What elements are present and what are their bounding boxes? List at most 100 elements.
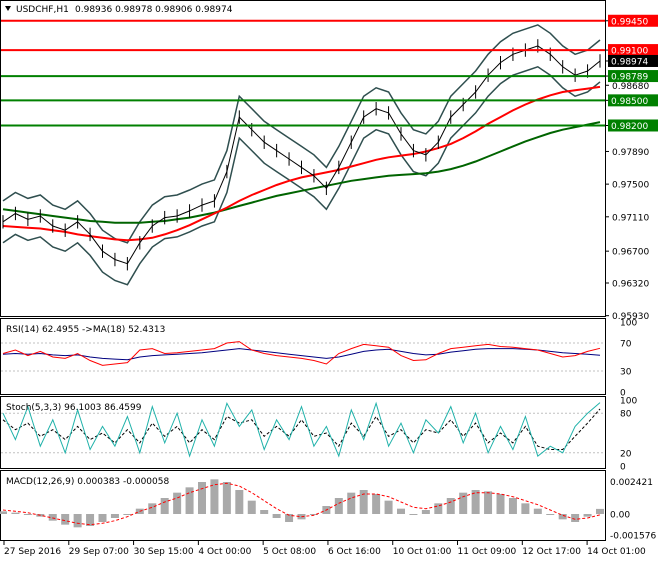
stoch-title: Stoch(5,3,3) 96.1003 86.4599 [6, 403, 142, 413]
price-tag-label: 0.99450 [611, 17, 648, 27]
macd-bar [334, 498, 343, 514]
rsi-axis-label: 70 [620, 340, 632, 350]
macd-bar [160, 498, 169, 514]
macd-bar [421, 510, 430, 514]
macd-bar [272, 514, 281, 518]
macd-bar [596, 508, 604, 514]
macd-bar [123, 514, 132, 515]
time-axis-label: 10 Oct 01:00 [393, 547, 452, 557]
time-axis-label: 14 Oct 01:00 [587, 547, 646, 557]
price-tag-label: 0.98500 [611, 97, 648, 107]
time-axis-label: 27 Sep 2016 [4, 547, 61, 557]
upper-band-line [2, 24, 601, 244]
macd-bar [260, 510, 269, 514]
price-tag: 0.98200 [608, 119, 658, 132]
lower-band-line [2, 65, 601, 286]
stoch-signal-line [2, 408, 601, 450]
dropdown-triangle-icon[interactable] [5, 6, 11, 11]
macd-title: MACD(12,26,9) 0.000383 -0.000058 [6, 477, 169, 487]
macd-bar [285, 514, 294, 522]
macd-bar [48, 514, 57, 521]
price-tag-background [608, 54, 658, 67]
price-axis-label: 0.96320 [612, 280, 649, 290]
macd-bar [98, 514, 107, 522]
horizontal-levels [1, 19, 605, 127]
time-axis-label: 29 Sep 07:00 [69, 547, 129, 557]
macd-bar [471, 490, 480, 514]
time-axis: 27 Sep 2016 29 Sep 07:00 30 Sep 15:00 4 Oct… [3, 541, 646, 557]
price-tag-background [608, 70, 658, 83]
price-tag: 0.98974 [608, 54, 658, 67]
macd-bar [247, 500, 256, 514]
stoch-main-line [2, 401, 601, 458]
time-axis-label: 4 Oct 00:00 [198, 547, 251, 557]
macd-bar [0, 511, 7, 514]
macd-bar [173, 492, 182, 514]
time-axis-label: 11 Oct 09:00 [458, 547, 517, 557]
macd-bar [110, 514, 119, 518]
macd-bar [359, 490, 368, 514]
price-tag-label: 0.98789 [611, 73, 648, 83]
macd-bar [571, 514, 580, 522]
price-tag: 0.99100 [608, 44, 658, 57]
stoch-axis-label: 80 [620, 410, 632, 420]
macd-bar [409, 514, 418, 515]
stoch-axis-label: 0 [620, 463, 626, 473]
macd-axis-label: 0.00 [610, 511, 630, 521]
stoch-axis-label: 20 [620, 449, 632, 459]
rsi-axis-label: 0 [620, 389, 626, 399]
time-axis-label: 12 Oct 17:00 [522, 547, 581, 557]
price-axis-label: 0.97500 [612, 181, 649, 191]
macd-bar [459, 492, 468, 514]
macd-bar [148, 503, 157, 514]
price-tag-background [608, 44, 658, 57]
macd-bar [73, 514, 82, 528]
macd-bar [397, 508, 405, 514]
time-axis-label: 6 Oct 16:00 [328, 547, 381, 557]
stoch-pane [0, 396, 606, 469]
time-axis-label: 5 Oct 08:00 [263, 547, 316, 557]
rsi-axis-label: 100 [620, 319, 637, 329]
macd-bar [198, 482, 206, 514]
ohlc-label: 0.98936 0.98978 0.98906 0.98974 [75, 5, 233, 15]
macd-bar [309, 514, 318, 515]
macd-bar [235, 490, 244, 514]
rsi-pane [0, 318, 606, 395]
macd-bar [23, 514, 32, 515]
price-tag-label: 0.98200 [611, 122, 648, 132]
rsi-title: RSI(14) 62.4955 ->MA(18) 52.4313 [6, 325, 165, 335]
macd-bar [372, 494, 381, 514]
price-tag-label: 0.98974 [611, 57, 648, 67]
macd-axis-label: -0.001576 [610, 532, 656, 542]
macd-bar [446, 498, 455, 514]
macd-bar [583, 514, 592, 517]
moving-average-green [2, 121, 601, 224]
macd-bar [222, 482, 231, 514]
rsi-ma-line [2, 348, 601, 361]
price-series-layer [2, 24, 601, 286]
macd-axis-label: 0.002421 [610, 478, 653, 488]
rsi-line [2, 341, 601, 366]
macd-bar [496, 494, 505, 514]
price-tag: 0.99450 [608, 14, 658, 27]
price-axis-label: 0.96700 [612, 248, 649, 258]
macd-bar [521, 503, 530, 514]
macd-bar [484, 491, 493, 514]
time-axis-label: 30 Sep 15:00 [134, 547, 194, 557]
macd-bar [546, 514, 555, 515]
price-tag: 0.98789 [608, 70, 658, 83]
macd-bar [508, 498, 517, 514]
macd-pane [0, 470, 606, 541]
price-axis-label: 0.95930 [612, 312, 649, 322]
symbol-label: USDCHF,H1 [16, 5, 69, 15]
stoch-axis-label: 100 [620, 397, 637, 407]
macd-bar [61, 514, 70, 525]
price-tag-label: 0.99100 [611, 47, 648, 57]
price-tag: 0.98500 [608, 94, 658, 107]
macd-bar [11, 512, 20, 514]
macd-bar [558, 514, 567, 520]
price-tag-background [608, 14, 658, 27]
moving-average-red [2, 85, 601, 242]
